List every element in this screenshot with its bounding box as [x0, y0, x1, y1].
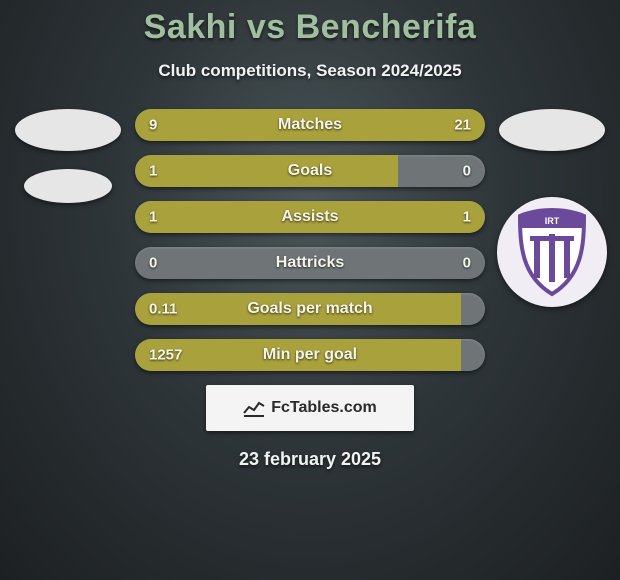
svg-text:IRT: IRT [545, 216, 560, 226]
bar-label: Assists [282, 208, 339, 226]
page-subtitle: Club competitions, Season 2024/2025 [0, 61, 620, 81]
bar-right-seg [240, 109, 485, 141]
bar-right-value: 1 [463, 209, 471, 226]
bar-left-value: 1257 [149, 347, 182, 364]
left-player-col [13, 109, 123, 203]
bar-left-value: 9 [149, 117, 157, 134]
bar-row-mpg: 1257 Min per goal [135, 339, 485, 371]
source-badge: FcTables.com [206, 385, 414, 431]
bar-label: Goals [288, 162, 332, 180]
right-player-col: IRT [497, 109, 607, 307]
bar-right-value: 21 [454, 117, 471, 134]
team-crest-icon: IRT [512, 206, 592, 298]
page-title: Sakhi vs Bencherifa [0, 0, 620, 47]
bar-left-value: 0.11 [149, 301, 177, 318]
bar-right-value: 0 [463, 255, 471, 272]
comparison-chart: 9 Matches 21 1 Goals 0 1 Assists 1 0 Hat… [0, 109, 620, 371]
snapshot-date: 23 february 2025 [0, 449, 620, 470]
bar-row-hattricks: 0 Hattricks 0 [135, 247, 485, 279]
bar-label: Goals per match [247, 300, 372, 318]
left-player-avatar-placeholder [15, 109, 121, 151]
bar-row-goals: 1 Goals 0 [135, 155, 485, 187]
bar-left-value: 1 [149, 209, 157, 226]
bar-row-matches: 9 Matches 21 [135, 109, 485, 141]
source-label: FcTables.com [271, 399, 377, 417]
bar-row-assists: 1 Assists 1 [135, 201, 485, 233]
right-team-badge: IRT [497, 197, 607, 307]
left-team-logo-placeholder [24, 169, 112, 203]
bar-label: Matches [278, 116, 342, 134]
bar-label: Min per goal [263, 346, 357, 364]
bar-left-value: 1 [149, 163, 157, 180]
fctables-logo-icon [243, 399, 265, 417]
bar-right-value: 0 [463, 163, 471, 180]
bar-left-seg [135, 155, 398, 187]
bar-row-gpm: 0.11 Goals per match [135, 293, 485, 325]
stat-bars: 9 Matches 21 1 Goals 0 1 Assists 1 0 Hat… [135, 109, 485, 371]
right-player-avatar-placeholder [499, 109, 605, 151]
bar-label: Hattricks [276, 254, 344, 272]
bar-left-value: 0 [149, 255, 157, 272]
